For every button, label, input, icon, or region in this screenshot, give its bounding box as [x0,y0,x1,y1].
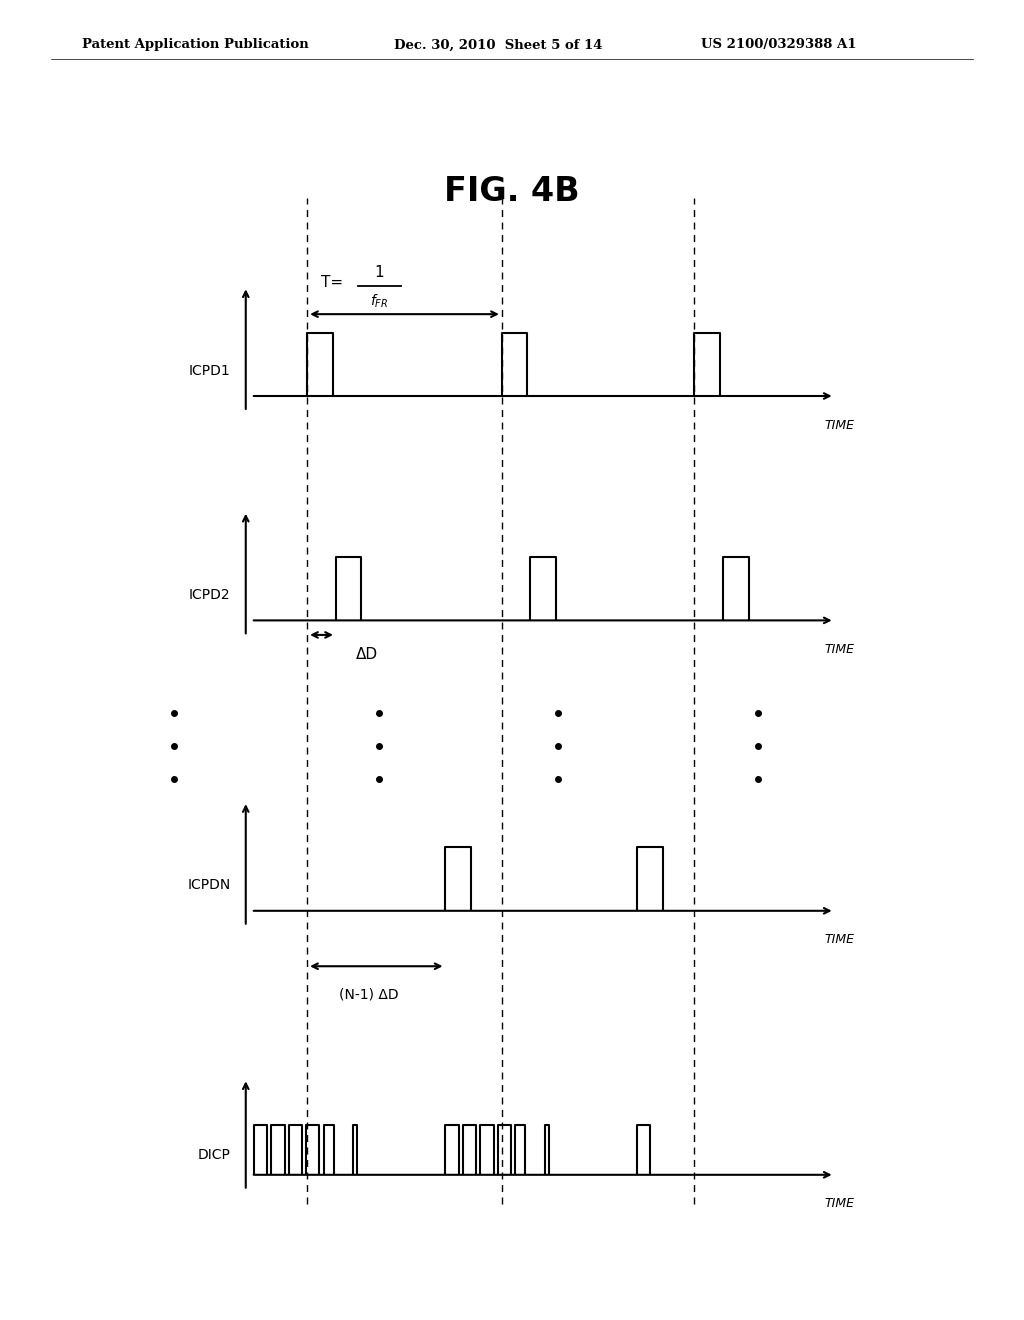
Text: ICPD2: ICPD2 [188,587,230,602]
Text: TIME: TIME [824,933,854,946]
Text: DICP: DICP [198,1147,230,1162]
Text: $f_{FR}$: $f_{FR}$ [370,293,388,310]
Text: T=: T= [321,276,343,290]
Text: TIME: TIME [824,418,854,432]
Text: ICPD1: ICPD1 [188,363,230,378]
Text: ICPDN: ICPDN [187,878,230,892]
Text: FIG. 4B: FIG. 4B [444,176,580,209]
Text: 1: 1 [374,265,384,280]
Text: ΔD: ΔD [356,647,379,663]
Text: Patent Application Publication: Patent Application Publication [82,38,308,51]
Text: (N-1) ΔD: (N-1) ΔD [339,987,398,1002]
Text: US 2100/0329388 A1: US 2100/0329388 A1 [701,38,857,51]
Text: TIME: TIME [824,1197,854,1210]
Text: TIME: TIME [824,643,854,656]
Text: Dec. 30, 2010  Sheet 5 of 14: Dec. 30, 2010 Sheet 5 of 14 [394,38,603,51]
